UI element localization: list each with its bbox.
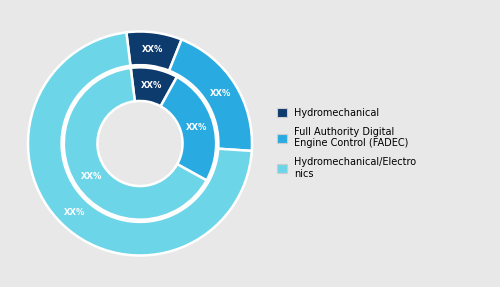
Text: XX%: XX% xyxy=(140,81,162,90)
Text: XX%: XX% xyxy=(80,172,102,181)
Text: XX%: XX% xyxy=(64,208,86,217)
Text: XX%: XX% xyxy=(142,45,163,54)
Text: XX%: XX% xyxy=(186,123,207,132)
Legend: Hydromechanical, Full Authority Digital
Engine Control (FADEC), Hydromechanical/: Hydromechanical, Full Authority Digital … xyxy=(274,105,420,182)
Wedge shape xyxy=(160,77,216,181)
Wedge shape xyxy=(28,32,252,255)
Wedge shape xyxy=(169,40,252,151)
Wedge shape xyxy=(64,68,206,220)
Wedge shape xyxy=(126,32,182,71)
Text: XX%: XX% xyxy=(210,89,231,98)
Wedge shape xyxy=(130,67,177,106)
